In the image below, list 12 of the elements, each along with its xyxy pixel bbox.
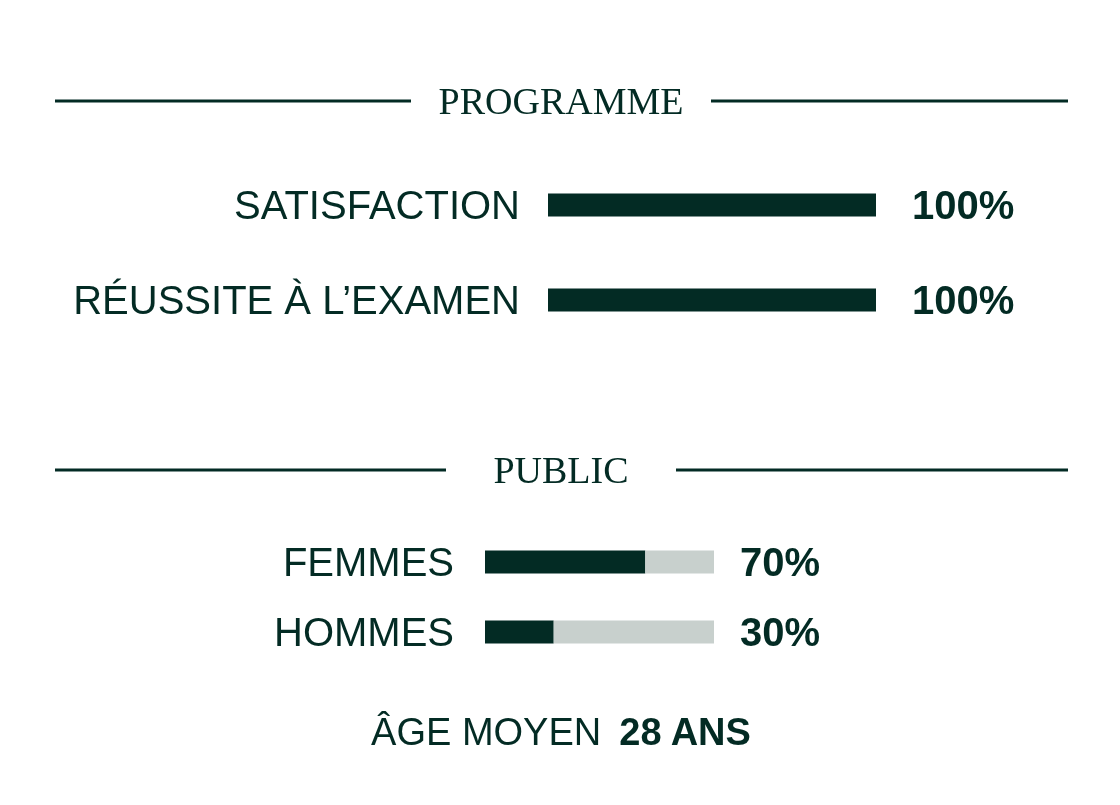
data-label: 30% (740, 610, 821, 654)
y-tick-label: FEMMES (282, 540, 454, 584)
y-tick-label: SATISFACTION (234, 183, 520, 227)
y-tick-label: HOMMES (274, 610, 454, 654)
text: 28 ANS (619, 711, 751, 754)
data-label: 70% (740, 540, 821, 584)
data-label: 100% (912, 278, 1015, 322)
data-label: 100% (912, 183, 1015, 227)
chart-title: PROGRAMME (438, 80, 684, 123)
y-tick-label: RÉUSSITE À L’EXAMEN (73, 278, 520, 322)
text: ÂGE MOYEN (371, 711, 602, 754)
chart-title: PUBLIC (493, 449, 629, 492)
